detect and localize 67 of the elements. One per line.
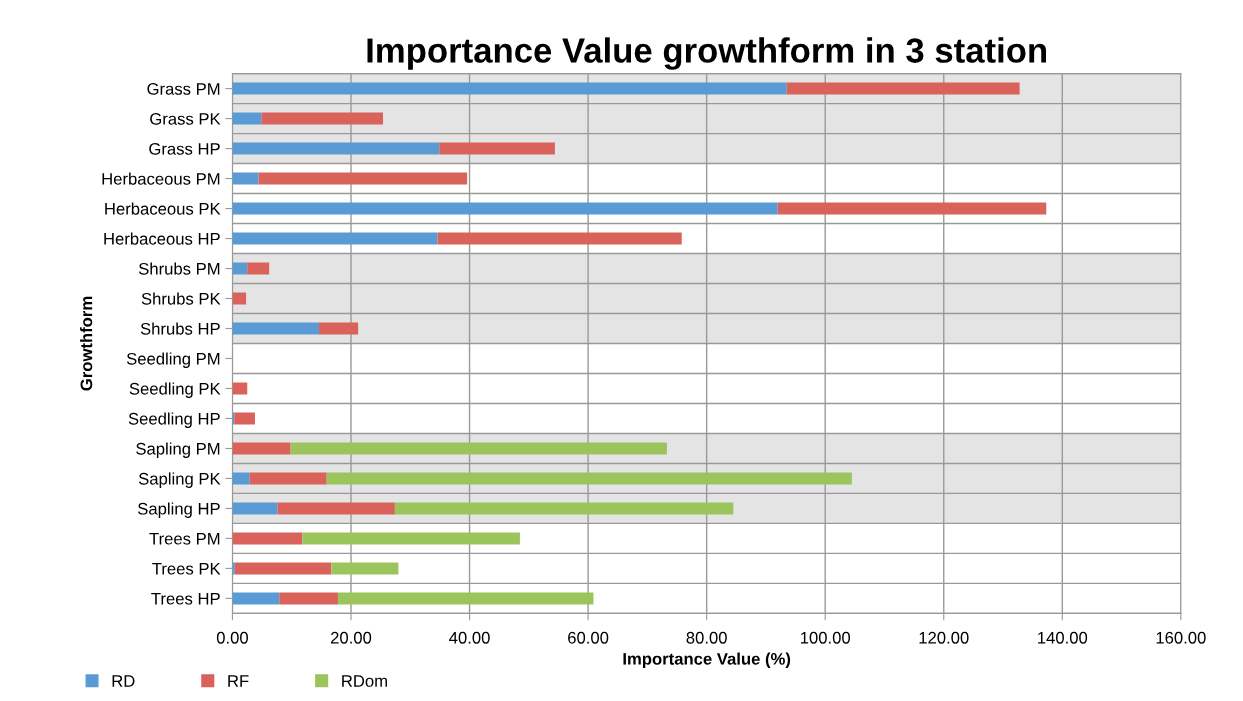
x-tick-label: 120.00 <box>919 631 969 644</box>
bar <box>232 232 438 245</box>
bar <box>232 472 250 485</box>
legend-label: RDom <box>342 675 387 687</box>
bar <box>786 82 1020 95</box>
bar <box>232 382 248 395</box>
y-tick-label: Shrubs PM <box>138 262 220 275</box>
y-tick-label: Herbaceous PM <box>102 172 220 185</box>
bar <box>258 172 468 185</box>
bar <box>437 232 682 245</box>
y-tick-label: Grass HP <box>149 142 220 155</box>
bar <box>232 112 262 125</box>
y-tick-label: Herbaceous HP <box>104 232 220 245</box>
bar <box>318 322 359 335</box>
bar <box>249 472 327 485</box>
bar <box>232 502 278 515</box>
y-tick-label: Grass PK <box>150 112 221 125</box>
x-tick-label: 40.00 <box>449 631 490 644</box>
bar <box>234 562 332 575</box>
y-axis-title: Growthform <box>80 296 93 391</box>
y-tick-label: Herbaceous PK <box>105 202 221 215</box>
y-tick-label: Sapling PM <box>136 442 220 458</box>
bar <box>232 262 248 275</box>
y-tick-label: Seedling PK <box>129 382 221 398</box>
bar <box>326 472 852 485</box>
x-tick-label: 0.00 <box>216 631 249 644</box>
y-tick-label: Grass PM <box>147 83 220 95</box>
bar <box>439 142 555 155</box>
bar <box>232 292 247 305</box>
bar <box>232 592 280 605</box>
bar <box>232 82 787 95</box>
bar <box>290 442 667 455</box>
y-tick-label: Seedling HP <box>128 412 220 428</box>
x-tick-label: 100.00 <box>800 631 851 644</box>
legend-label: RF <box>228 675 249 687</box>
bar <box>279 592 338 605</box>
bar <box>247 262 270 275</box>
y-tick-label: Trees PM <box>149 532 220 545</box>
bar <box>337 592 594 605</box>
bar <box>394 502 734 515</box>
y-tick-label: Trees PK <box>152 562 221 575</box>
x-axis-title: Importance Value (%) <box>623 652 791 669</box>
y-tick-label: Sapling HP <box>138 502 220 518</box>
x-tick-label: 60.00 <box>568 631 609 644</box>
x-tick-label: 20.00 <box>330 631 372 644</box>
bar <box>232 172 259 185</box>
bar <box>331 562 399 575</box>
y-tick-label: Trees HP <box>151 592 220 605</box>
bar <box>232 202 778 215</box>
y-tick-label: Seedling PM <box>126 352 220 368</box>
y-tick-label: Shrubs HP <box>140 322 220 335</box>
y-tick-label: Shrubs PK <box>141 292 221 305</box>
bar <box>777 202 1047 215</box>
bar <box>277 502 395 515</box>
bar <box>232 442 291 455</box>
x-tick-label: 160.00 <box>1156 631 1206 644</box>
x-tick-label: 80.00 <box>686 631 727 644</box>
bar <box>261 112 383 125</box>
bar <box>232 322 319 335</box>
bar <box>234 412 255 425</box>
legend-label: RD <box>112 675 135 687</box>
bar <box>232 532 303 545</box>
chart-title: Importance Value growthform in 3 station <box>367 37 1046 70</box>
bar <box>232 142 440 155</box>
bar <box>302 532 520 545</box>
x-tick-label: 140.00 <box>1038 631 1088 644</box>
y-tick-label: Sapling PK <box>138 472 221 488</box>
